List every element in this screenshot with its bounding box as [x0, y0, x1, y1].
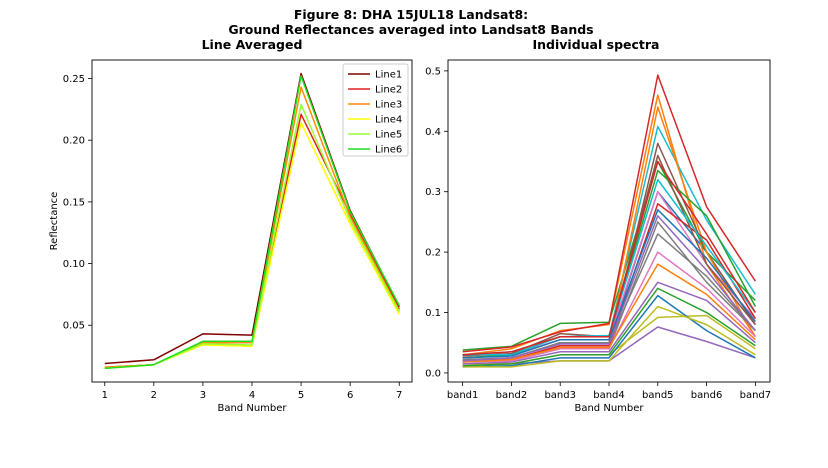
series-line-11 [462, 294, 756, 368]
x-tick-label: band7 [740, 390, 772, 401]
x-tick-label: band3 [544, 390, 576, 401]
y-tick-label: 0.15 [63, 197, 85, 208]
chart-left-legend: Line1 Line2 Line3 Line4 Line5 Line6 [342, 63, 409, 157]
series-line-23 [462, 287, 756, 367]
chart-right-y-ticks: 0.0 0.1 0.2 0.3 0.4 0.5 [425, 66, 448, 379]
series-line-22 [462, 263, 756, 363]
legend-label: Line1 [375, 70, 402, 81]
chart-left-ylabel: Reflectance [49, 192, 60, 251]
y-tick-label: 0.4 [425, 127, 441, 138]
chart-right-xlabel: Band Number [574, 403, 644, 414]
x-tick-label: 4 [249, 390, 255, 401]
legend-label: Line2 [375, 85, 402, 96]
series-line-20 [462, 178, 756, 356]
x-tick-label: band4 [593, 390, 625, 401]
x-tick-label: 1 [102, 390, 108, 401]
y-tick-label: 0.2 [425, 248, 441, 259]
figure-title-line2: Ground Reflectances averaged into Landsa… [228, 22, 593, 37]
series-line-25 [462, 215, 756, 362]
chart-right-x-ticks: band1 band2 band3 band4 band5 band6 band7 [447, 382, 771, 401]
x-tick-label: band6 [691, 390, 723, 401]
legend-label: Line4 [375, 115, 402, 126]
y-tick-label: 0.05 [63, 321, 85, 332]
chart-left-xlabel: Band Number [217, 403, 287, 414]
series-line-17 [462, 251, 756, 363]
chart-left-lines [104, 72, 400, 370]
series-line-24 [462, 160, 756, 356]
series-line-16 [462, 154, 756, 357]
legend-box [342, 63, 409, 157]
y-tick-label: 0.0 [425, 368, 441, 379]
chart-right-title: Individual spectra [533, 37, 660, 52]
series-line-15 [462, 281, 756, 365]
x-tick-label: band2 [496, 390, 528, 401]
y-tick-label: 0.3 [425, 187, 441, 198]
series-line-4 [462, 74, 756, 353]
x-tick-label: 7 [396, 390, 402, 401]
chart-left-title: Line Averaged [202, 37, 303, 52]
y-tick-label: 0.20 [63, 136, 85, 147]
legend-label: Line3 [375, 100, 402, 111]
chart-left-x-ticks: 1 2 3 4 5 6 7 [102, 382, 402, 401]
chart-right-lines [462, 74, 757, 368]
x-tick-label: 5 [298, 390, 304, 401]
y-tick-label: 0.10 [63, 259, 85, 270]
x-tick-label: 6 [347, 390, 353, 401]
y-tick-label: 0.5 [425, 66, 441, 77]
series-line-19 [462, 305, 756, 368]
y-tick-label: 0.1 [425, 308, 441, 319]
y-tick-label: 0.25 [63, 74, 85, 85]
series-line-6 [104, 75, 400, 370]
x-tick-label: band1 [447, 390, 479, 401]
legend-label: Line6 [375, 145, 402, 156]
x-tick-label: band5 [642, 390, 674, 401]
series-line-21 [462, 209, 756, 359]
chart-individual-spectra: Individual spectra band1 band2 band3 band4 b… [425, 37, 771, 414]
chart-left-y-ticks: 0.05 0.10 0.15 0.20 0.25 [63, 74, 92, 332]
legend-label: Line5 [375, 130, 402, 141]
figure-title-line1: Figure 8: DHA 15JUL18 Landsat8: [294, 7, 528, 22]
x-tick-label: 2 [151, 390, 157, 401]
x-tick-label: 3 [200, 390, 206, 401]
